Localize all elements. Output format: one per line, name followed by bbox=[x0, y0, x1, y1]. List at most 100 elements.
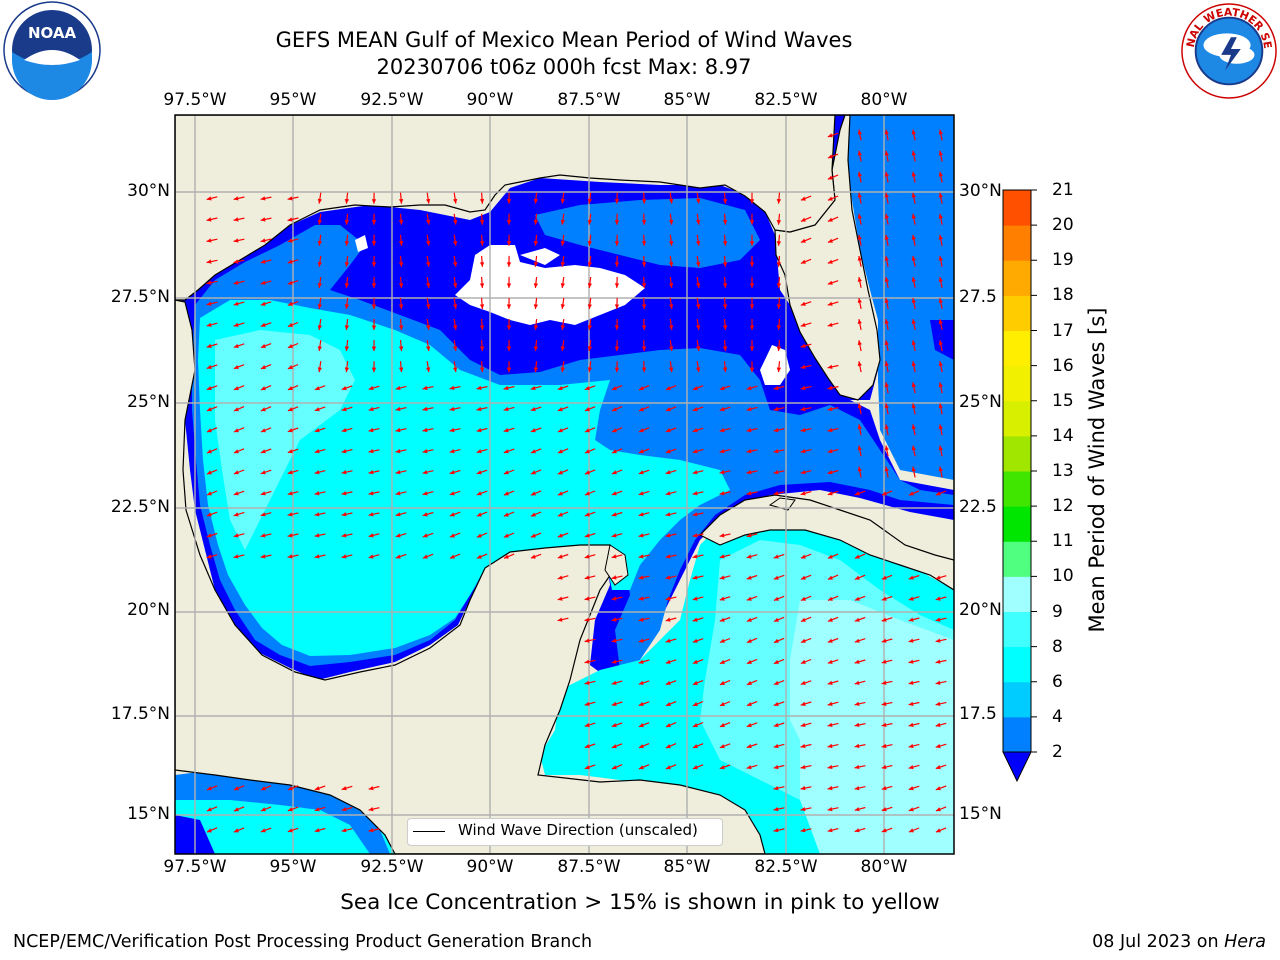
wind-wave-arrowhead bbox=[638, 407, 644, 412]
wind-wave-arrowhead bbox=[476, 428, 482, 433]
wind-wave-arrowhead bbox=[776, 367, 782, 373]
wind-wave-arrowhead bbox=[314, 386, 320, 391]
wind-wave-arrowhead bbox=[206, 512, 212, 517]
wind-wave-arrowhead bbox=[665, 449, 671, 454]
wind-wave-arrowhead bbox=[776, 241, 782, 246]
wind-wave-arrowhead bbox=[368, 491, 374, 496]
wind-wave-arrowhead bbox=[800, 596, 806, 601]
wind-wave-arrowhead bbox=[422, 449, 428, 454]
wind-wave-arrowhead bbox=[884, 192, 889, 198]
colorbar-segment bbox=[1003, 260, 1031, 296]
wind-wave-arrowhead bbox=[935, 659, 941, 664]
wind-wave-arrowhead bbox=[506, 220, 512, 225]
wind-wave-arrowhead bbox=[857, 319, 862, 324]
wind-wave-arrowhead bbox=[722, 346, 728, 352]
legend-line-sample bbox=[413, 831, 445, 832]
wind-wave-arrowhead bbox=[368, 385, 374, 391]
wind-wave-arrowhead bbox=[260, 407, 266, 412]
wind-wave-arrowhead bbox=[881, 722, 887, 727]
map-title: GEFS MEAN Gulf of Mexico Mean Period of … bbox=[275, 28, 853, 52]
wind-wave-arrowhead bbox=[665, 470, 671, 475]
wind-wave-arrowhead bbox=[638, 386, 644, 391]
wind-wave-arrowhead bbox=[395, 491, 401, 496]
wind-wave-arrowhead bbox=[233, 828, 239, 833]
wind-wave-arrowhead bbox=[857, 340, 862, 346]
colorbar-tick-label: 8 bbox=[1052, 636, 1063, 657]
wind-wave-arrowhead bbox=[881, 491, 887, 496]
wind-wave-arrowhead bbox=[641, 262, 647, 267]
wind-wave-arrowhead bbox=[827, 828, 833, 833]
wind-wave-arrowhead bbox=[614, 367, 620, 373]
wind-wave-arrowhead bbox=[665, 386, 671, 391]
colorbar-segment bbox=[1003, 681, 1031, 718]
wind-wave-arrowhead bbox=[557, 386, 563, 391]
wind-wave-arrowhead bbox=[287, 512, 293, 517]
wind-wave-arrowhead bbox=[368, 554, 374, 559]
wind-wave-arrowhead bbox=[773, 743, 779, 749]
x-tick-top: 95°W bbox=[269, 90, 317, 110]
wind-wave-arrowhead bbox=[287, 407, 293, 412]
wind-wave-arrowhead bbox=[854, 701, 860, 706]
wind-wave-arrowhead bbox=[884, 150, 889, 156]
wind-wave-arrowhead bbox=[560, 367, 565, 373]
wind-wave-arrowhead bbox=[773, 491, 779, 496]
wind-wave-arrowhead bbox=[614, 262, 620, 267]
wind-wave-arrowhead bbox=[530, 385, 536, 391]
wind-wave-arrowhead bbox=[395, 406, 401, 412]
wind-wave-arrowhead bbox=[395, 427, 401, 433]
wind-wave-arrowhead bbox=[935, 617, 941, 622]
wind-wave-arrowhead bbox=[449, 427, 455, 433]
wind-wave-arrowhead bbox=[827, 596, 833, 601]
wind-wave-arrowhead bbox=[206, 386, 212, 391]
wind-wave-arrowhead bbox=[908, 701, 914, 706]
wind-wave-arrowhead bbox=[665, 680, 671, 685]
wind-wave-arrowhead bbox=[773, 701, 779, 706]
y-tick-left: 15°N bbox=[127, 804, 170, 824]
wind-wave-arrowhead bbox=[722, 304, 728, 309]
wind-wave-arrowhead bbox=[206, 807, 212, 812]
wind-wave-arrowhead bbox=[479, 283, 485, 288]
wind-wave-arrowhead bbox=[696, 241, 701, 246]
wind-wave-arrowhead bbox=[368, 807, 374, 812]
x-tick-bottom: 82.5°W bbox=[754, 857, 818, 877]
colorbar-tick-label: 13 bbox=[1052, 461, 1074, 481]
wind-wave-arrowhead bbox=[233, 343, 239, 348]
map-legend bbox=[407, 818, 723, 846]
wind-wave-arrowhead bbox=[857, 256, 862, 261]
wind-wave-arrowhead bbox=[314, 470, 320, 475]
wind-wave-arrowhead bbox=[453, 325, 458, 330]
wind-wave-arrowhead bbox=[449, 449, 455, 454]
wind-wave-arrowhead bbox=[260, 491, 266, 496]
wind-wave-arrowhead bbox=[746, 702, 752, 706]
wind-wave-arrowhead bbox=[422, 554, 428, 559]
wind-wave-arrowhead bbox=[719, 407, 725, 412]
wind-wave-arrowhead bbox=[938, 382, 943, 388]
map-subtitle: 20230706 t06z 000h fcst Max: 8.97 bbox=[376, 55, 752, 79]
wind-wave-arrowhead bbox=[614, 325, 620, 330]
wind-wave-arrowhead bbox=[665, 765, 671, 770]
wind-wave-arrowhead bbox=[453, 346, 458, 351]
wind-wave-arrowhead bbox=[533, 241, 539, 246]
wind-wave-arrowhead bbox=[746, 680, 752, 685]
wind-wave-arrowhead bbox=[692, 744, 698, 749]
wind-wave-arrowhead bbox=[773, 828, 779, 833]
wind-wave-arrowhead bbox=[314, 807, 320, 812]
wind-wave-arrowhead bbox=[503, 428, 509, 433]
wind-wave-arrowhead bbox=[395, 512, 401, 517]
wind-wave-arrowhead bbox=[206, 786, 212, 791]
wind-wave-arrowhead bbox=[719, 554, 725, 559]
wind-wave-arrowhead bbox=[206, 491, 212, 496]
wind-wave-arrowhead bbox=[479, 220, 485, 225]
wind-wave-arrowhead bbox=[881, 828, 887, 833]
wind-wave-arrowhead bbox=[638, 765, 644, 770]
wind-wave-arrowhead bbox=[692, 765, 698, 770]
wind-wave-arrowhead bbox=[881, 617, 887, 622]
wind-wave-arrowhead bbox=[773, 659, 779, 664]
wind-wave-arrowhead bbox=[881, 659, 887, 664]
wind-wave-arrowhead bbox=[827, 259, 833, 264]
wind-wave-arrowhead bbox=[911, 319, 916, 324]
wind-wave-arrowhead bbox=[692, 702, 698, 706]
wind-wave-arrowhead bbox=[881, 575, 887, 580]
wind-wave-arrowhead bbox=[533, 367, 539, 373]
wind-wave-arrowhead bbox=[827, 449, 833, 454]
